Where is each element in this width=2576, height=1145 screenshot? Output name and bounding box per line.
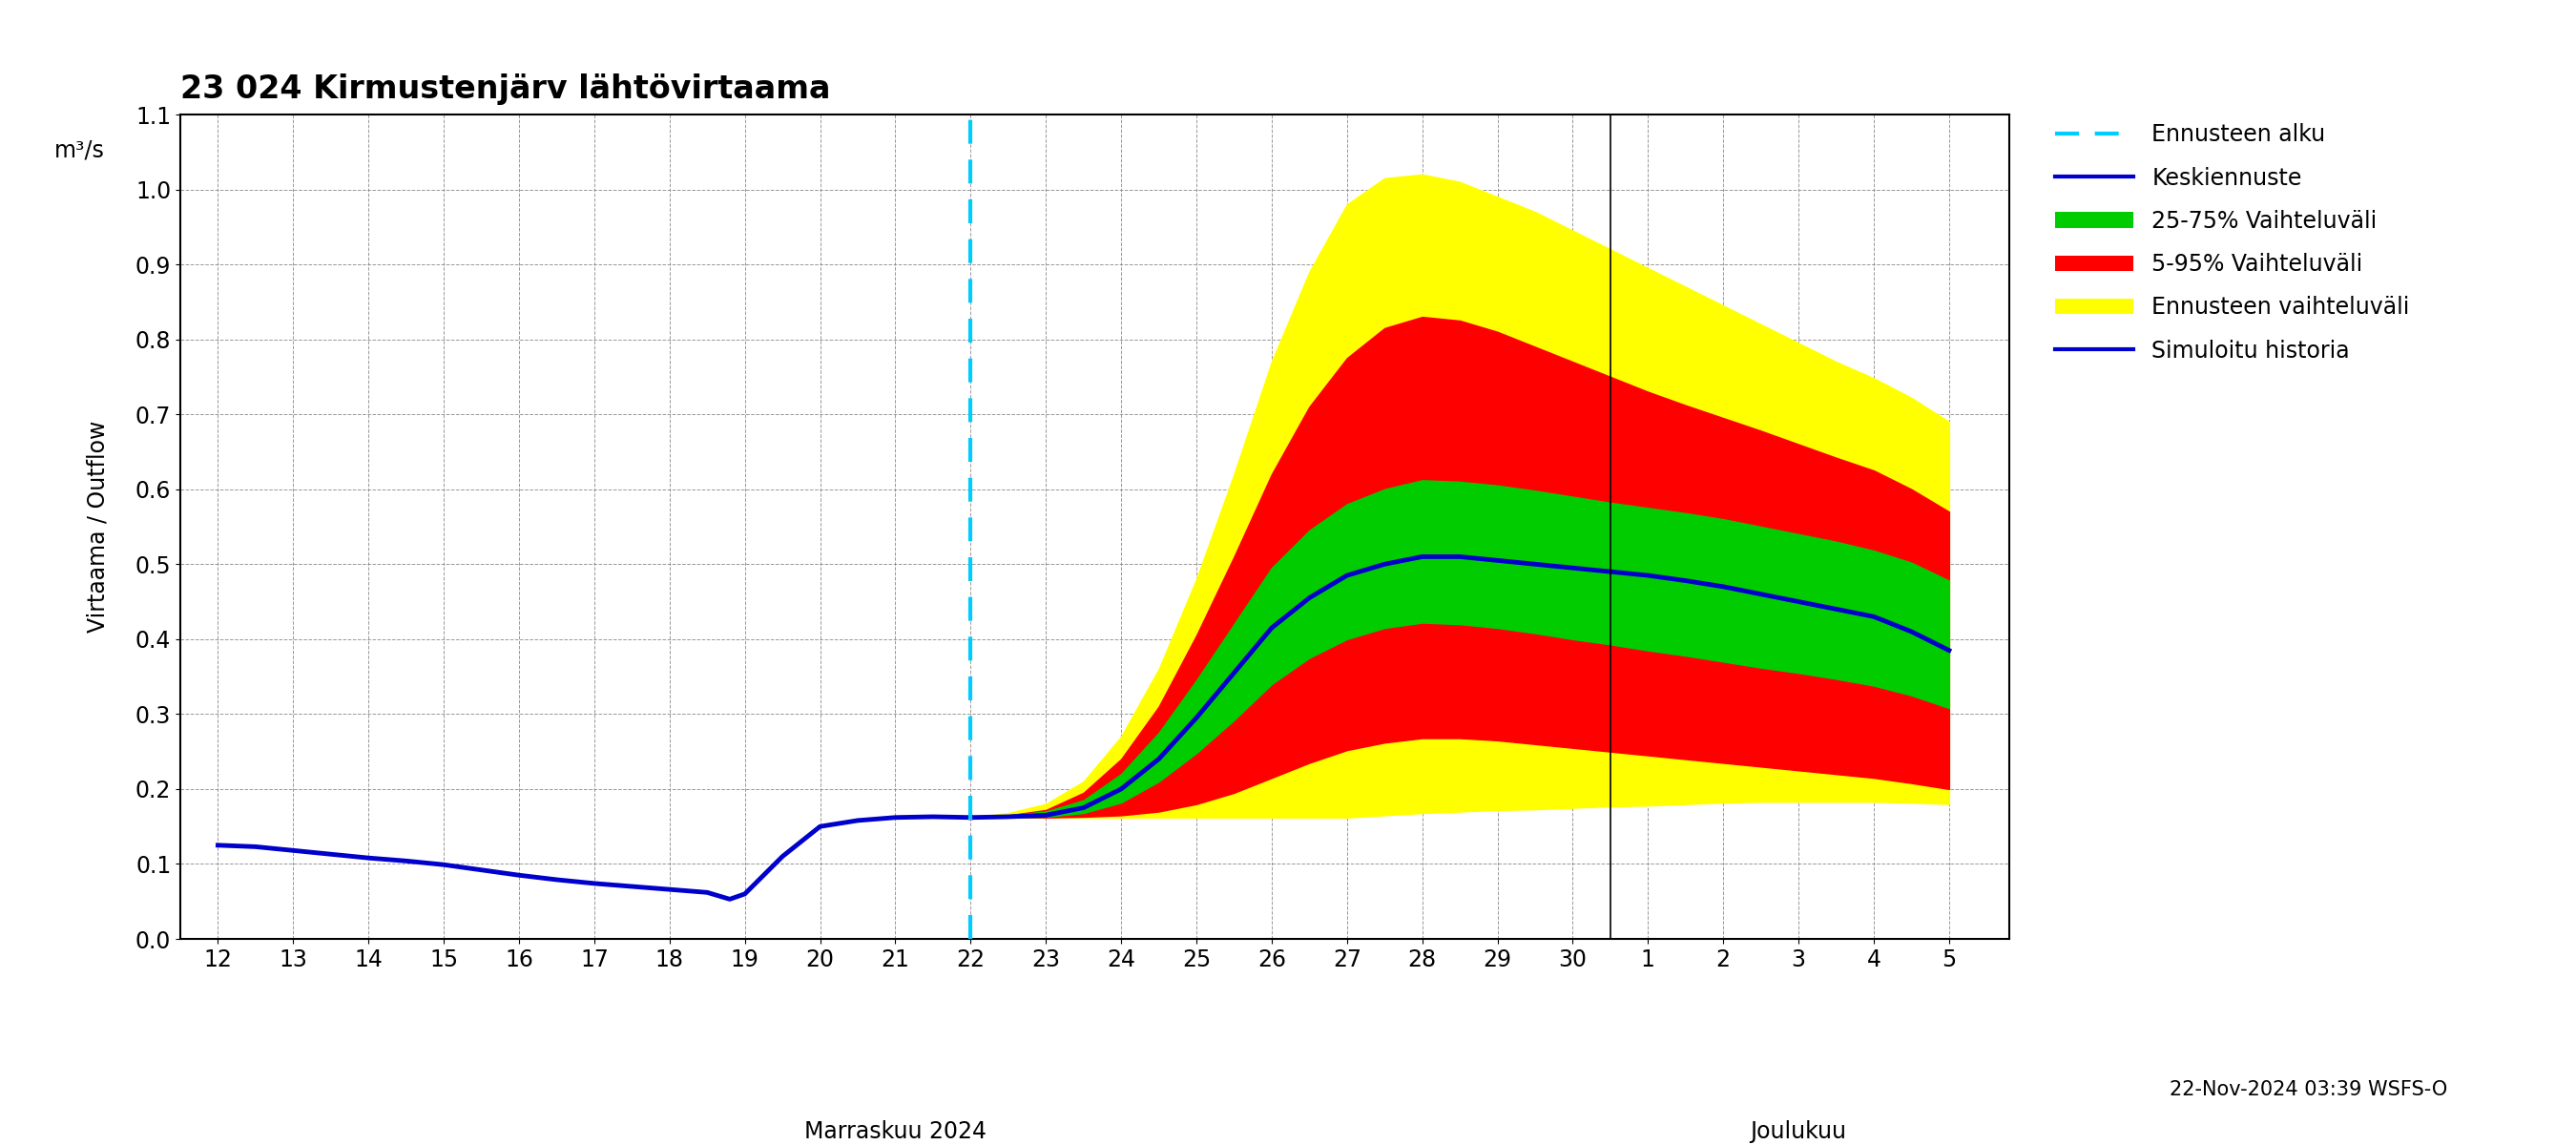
Text: Virtaama / Outflow: Virtaama / Outflow (88, 420, 108, 633)
Text: Marraskuu 2024
November: Marraskuu 2024 November (804, 1120, 987, 1145)
Legend: Ennusteen alku, Keskiennuste, 25-75% Vaihteluväli, 5-95% Vaihteluväli, Ennusteen: Ennusteen alku, Keskiennuste, 25-75% Vai… (2045, 114, 2419, 371)
Text: 22-Nov-2024 03:39 WSFS-O: 22-Nov-2024 03:39 WSFS-O (2169, 1080, 2447, 1099)
Text: 23 024 Kirmustenjärv lähtövirtaama: 23 024 Kirmustenjärv lähtövirtaama (180, 73, 829, 105)
Text: m³/s: m³/s (54, 140, 106, 163)
Text: Joulukuu
December: Joulukuu December (1741, 1120, 1857, 1145)
